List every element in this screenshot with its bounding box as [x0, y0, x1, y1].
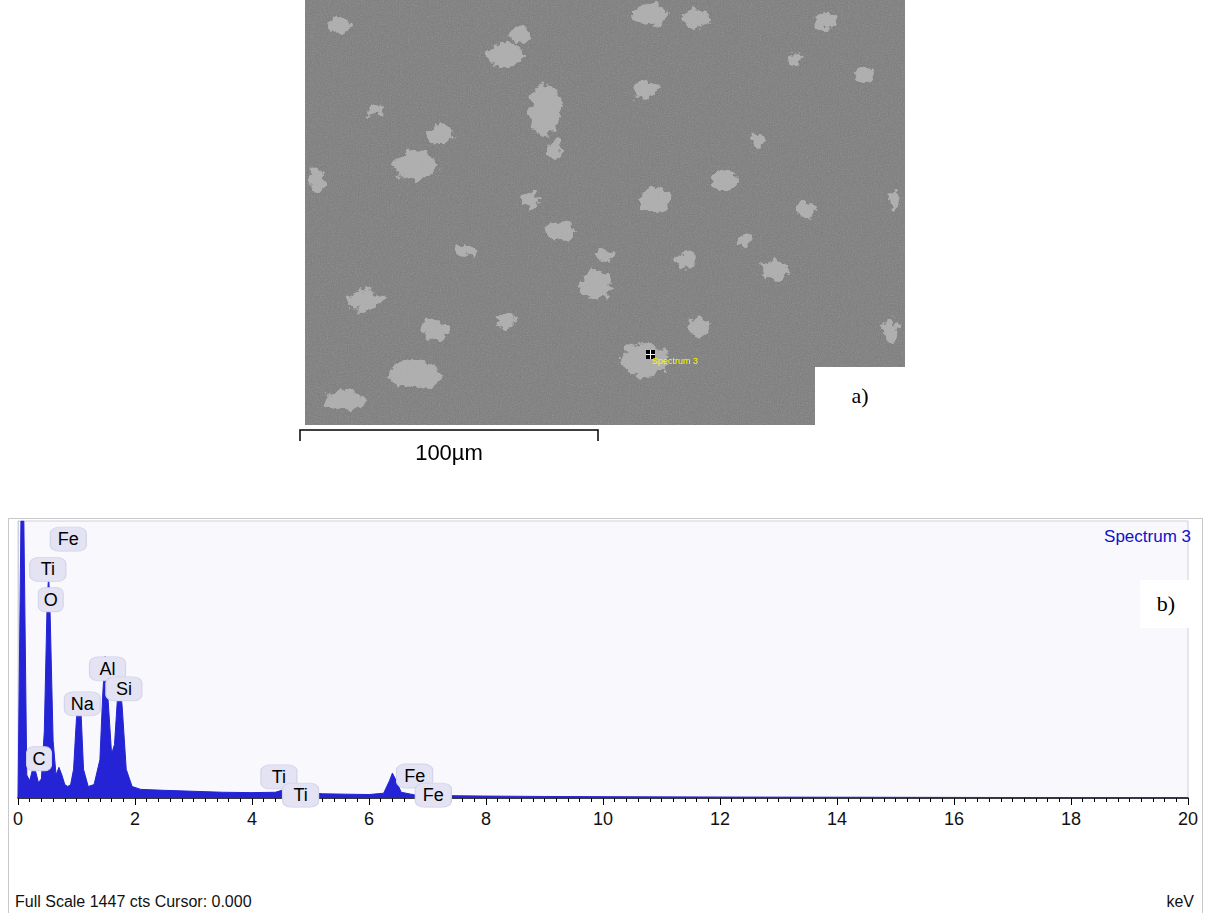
svg-text:4: 4 — [247, 809, 257, 829]
html-text:a): a) — [851, 383, 869, 408]
svg-text:12: 12 — [710, 809, 730, 829]
svg-text:Fe: Fe — [58, 529, 79, 549]
svg-text:20: 20 — [1178, 809, 1198, 829]
svg-text:keV: keV — [1166, 893, 1194, 910]
svg-text:Ti: Ti — [41, 559, 55, 579]
svg-text:O: O — [44, 590, 58, 610]
html-text:100µm: 100µm — [415, 440, 483, 465]
svg-text:Spectrum 3: Spectrum 3 — [1104, 527, 1191, 546]
svg-text:Spectrum 3: Spectrum 3 — [652, 356, 698, 366]
svg-text:16: 16 — [944, 809, 964, 829]
html-text:b): b) — [1156, 591, 1176, 616]
svg-text:Fe: Fe — [423, 785, 444, 805]
svg-text:Al: Al — [99, 659, 115, 679]
svg-text:18: 18 — [1061, 809, 1081, 829]
svg-text:Ti: Ti — [272, 767, 286, 787]
svg-text:Na: Na — [71, 694, 95, 714]
svg-text:Si: Si — [116, 679, 132, 699]
svg-text:Fe: Fe — [404, 766, 425, 786]
svg-text:C: C — [33, 749, 46, 769]
svg-text:Full Scale 1447 cts Cursor: 0.: Full Scale 1447 cts Cursor: 0.000 — [15, 893, 252, 910]
svg-text:Ti: Ti — [293, 785, 307, 805]
svg-text:2: 2 — [130, 809, 140, 829]
svg-text:10: 10 — [593, 809, 613, 829]
svg-text:6: 6 — [364, 809, 374, 829]
svg-text:14: 14 — [827, 809, 847, 829]
svg-text:0: 0 — [13, 809, 23, 829]
svg-text:8: 8 — [481, 809, 491, 829]
